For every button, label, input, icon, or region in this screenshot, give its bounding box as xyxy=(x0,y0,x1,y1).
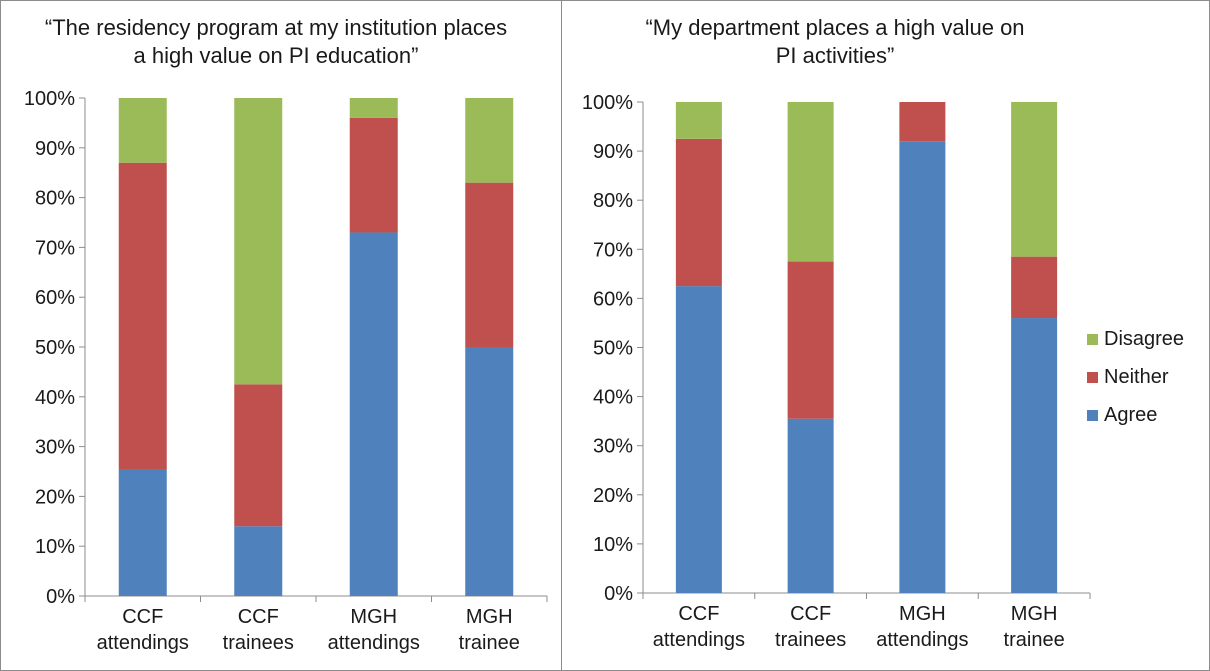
y-tick-label-1-5: 50% xyxy=(593,338,633,360)
y-tick-label-0-6: 60% xyxy=(35,287,75,309)
x-tick-label-1-3-1: trainee xyxy=(1004,629,1065,651)
bar-1-agree-3 xyxy=(1011,318,1058,593)
x-tick-label-0-3-1: trainee xyxy=(459,632,520,654)
x-tick-label-1-3-0: MGH xyxy=(1011,603,1058,625)
bar-1-neither-0 xyxy=(675,138,722,287)
x-tick-label-0-1-1: trainees xyxy=(223,632,294,654)
bar-0-neither-2 xyxy=(349,117,398,233)
legend: Disagree Neither Agree xyxy=(1087,320,1184,434)
x-tick-label-0-2-0: MGH xyxy=(350,606,397,628)
bar-0-neither-1 xyxy=(234,384,283,527)
y-tick-label-1-9: 90% xyxy=(593,141,633,163)
bar-0-disagree-2 xyxy=(349,98,398,118)
bar-1-agree-0 xyxy=(675,286,722,593)
y-tick-label-0-8: 80% xyxy=(35,188,75,210)
x-tick-label-1-1-0: CCF xyxy=(790,603,831,625)
x-tick-label-1-0-1: attendings xyxy=(653,629,745,651)
x-tick-label-1-2-1: attendings xyxy=(876,629,968,651)
bar-1-disagree-1 xyxy=(787,102,834,262)
bar-0-agree-1 xyxy=(234,526,283,596)
bar-1-disagree-0 xyxy=(675,102,722,139)
legend-swatch-agree xyxy=(1087,409,1098,421)
x-tick-label-1-1-1: trainees xyxy=(775,629,846,651)
legend-label-agree: Agree xyxy=(1104,403,1158,426)
x-tick-label-0-3-0: MGH xyxy=(466,606,513,628)
bar-0-disagree-3 xyxy=(465,98,514,183)
x-tick-label-1-0-0: CCF xyxy=(678,603,719,625)
y-tick-label-1-8: 80% xyxy=(593,190,633,212)
y-tick-label-1-7: 70% xyxy=(593,239,633,261)
y-tick-label-1-3: 30% xyxy=(593,436,633,458)
x-tick-label-0-0-0: CCF xyxy=(122,606,163,628)
bar-0-agree-3 xyxy=(465,347,514,596)
y-tick-label-1-2: 20% xyxy=(593,485,633,507)
y-tick-label-0-1: 10% xyxy=(35,536,75,558)
y-tick-label-0-9: 90% xyxy=(35,138,75,160)
x-tick-label-0-1-0: CCF xyxy=(238,606,279,628)
x-tick-label-1-2-0: MGH xyxy=(899,603,946,625)
legend-item-neither: Neither xyxy=(1087,358,1184,396)
bar-0-disagree-1 xyxy=(234,98,283,385)
legend-item-agree: Agree xyxy=(1087,396,1184,434)
panel-divider xyxy=(561,0,562,671)
chart-left: 0% 10% 20% 30% 40% 50% 60% 70% 80% 90% 100% CCF atte… xyxy=(24,88,548,654)
chart-title-right: “My department places a high value on PI… xyxy=(645,15,1025,68)
y-tick-label-1-6: 60% xyxy=(593,288,633,310)
bar-1-disagree-3 xyxy=(1011,102,1058,257)
bar-0-neither-3 xyxy=(465,182,514,347)
legend-label-neither: Neither xyxy=(1104,365,1169,388)
bar-0-agree-2 xyxy=(349,232,398,596)
bar-1-neither-1 xyxy=(787,261,834,419)
legend-swatch-disagree xyxy=(1087,333,1098,345)
y-tick-label-0-3: 30% xyxy=(35,437,75,459)
y-tick-label-1-1: 10% xyxy=(593,534,633,556)
x-tick-label-0-2-1: attendings xyxy=(328,632,420,654)
bar-0-disagree-0 xyxy=(118,98,167,163)
x-tick-label-0-0-1: attendings xyxy=(97,632,189,654)
bar-0-neither-0 xyxy=(118,162,167,470)
bar-0-agree-0 xyxy=(118,469,167,596)
y-tick-label-0-10: 100% xyxy=(24,88,75,110)
chart-title-left: “The residency program at my institution… xyxy=(44,15,508,68)
y-tick-label-0-5: 50% xyxy=(35,337,75,359)
bar-1-neither-2 xyxy=(899,102,946,142)
y-tick-label-1-4: 40% xyxy=(593,387,633,409)
legend-swatch-neither xyxy=(1087,371,1098,383)
legend-label-disagree: Disagree xyxy=(1104,327,1185,350)
y-tick-label-0-7: 70% xyxy=(35,237,75,259)
bar-1-neither-3 xyxy=(1011,256,1058,319)
bar-1-agree-2 xyxy=(899,141,946,593)
y-tick-label-0-2: 20% xyxy=(35,486,75,508)
bar-1-agree-1 xyxy=(787,418,834,593)
y-tick-label-1-0: 0% xyxy=(604,583,633,605)
y-tick-label-0-4: 40% xyxy=(35,387,75,409)
y-tick-label-1-10: 100% xyxy=(582,92,633,114)
y-tick-label-0-0: 0% xyxy=(46,586,75,608)
legend-item-disagree: Disagree xyxy=(1087,320,1184,358)
